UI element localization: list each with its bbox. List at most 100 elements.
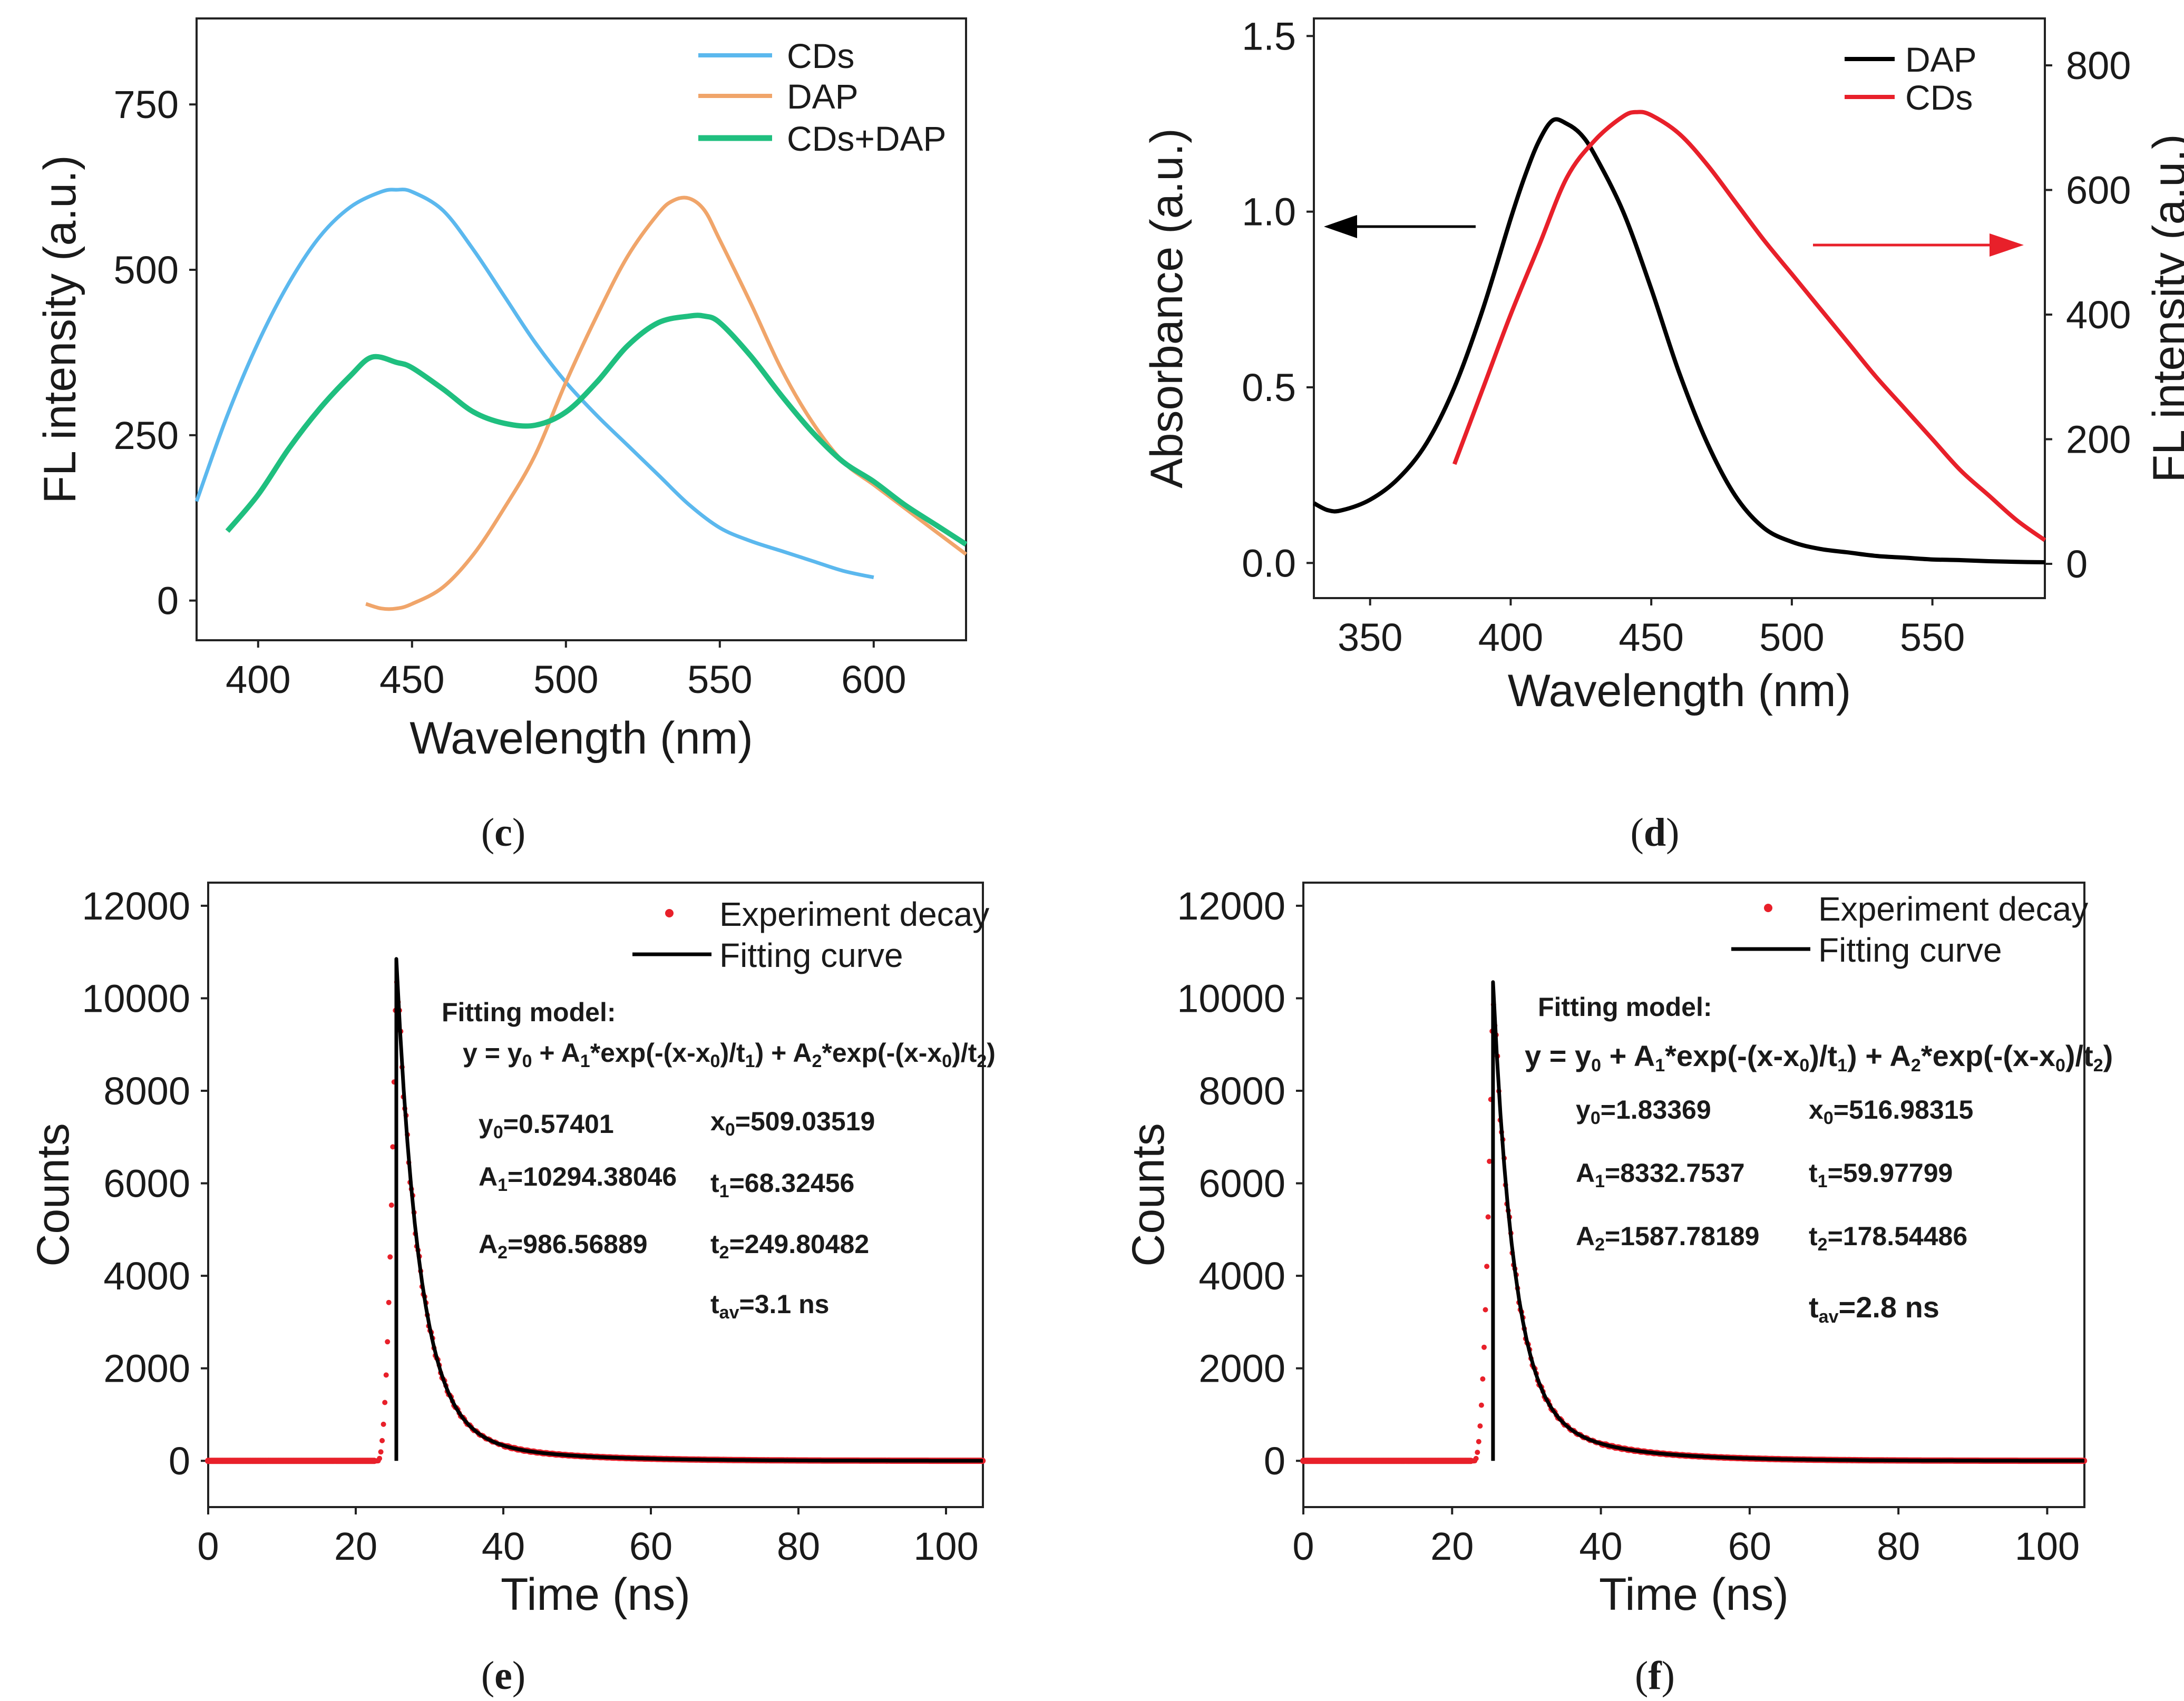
y-tick-label: 4000 — [1198, 1254, 1285, 1298]
fit-y0-value-e: 0.57401 — [519, 1109, 614, 1139]
decay-point — [383, 1372, 389, 1378]
x-tick-label: 550 — [1900, 615, 1965, 659]
x-tick-label: 500 — [1759, 615, 1824, 659]
x-tick-label: 80 — [1877, 1524, 1920, 1568]
y-tick-label: 8000 — [1198, 1069, 1285, 1113]
series-line-dap — [1313, 117, 2045, 564]
x-tick-label: 400 — [1478, 615, 1543, 659]
fit-t2-e: t2=249.80482 — [710, 1229, 869, 1263]
fitting-curve-line — [394, 957, 983, 1463]
y-tick-label: 1.0 — [1242, 190, 1296, 234]
x-tick-label: 550 — [687, 658, 752, 701]
x-tick-label: 20 — [334, 1524, 377, 1568]
fit-title-e: Fitting model: — [442, 998, 616, 1027]
caption-d: (d) — [1631, 810, 1680, 855]
legend-label: Fitting curve — [719, 936, 903, 974]
fit-t1-value-f: 59.97799 — [1843, 1158, 1953, 1188]
y-tick-label: 12000 — [82, 884, 190, 928]
decay-point — [1480, 1376, 1486, 1382]
fit-annotation-f: Fitting model: y = y0 + A1*exp(-(x-x0)/t… — [1525, 992, 2113, 1327]
series-line-dap — [365, 195, 968, 611]
left-arrow-icon — [1324, 215, 1357, 238]
plot-frame — [207, 882, 984, 1508]
decay-point — [1487, 1158, 1493, 1164]
decay-point — [1478, 1402, 1484, 1408]
legend-label: DAP — [1905, 40, 1977, 79]
fit-annotation-e: Fitting model: y = y0 + A1*exp(-(x-x0)/t… — [442, 998, 996, 1323]
fit-t2-value-f: 178.54486 — [1843, 1221, 1967, 1251]
decay-point — [381, 1421, 386, 1427]
fit-equation-e: y = y0 + A1*exp(-(x-x0)/t1) + A2*exp(-(x… — [463, 1038, 996, 1071]
legend-label: CDs — [787, 36, 854, 75]
x-tick-label: 60 — [1728, 1524, 1771, 1568]
y-tick-label: 0.5 — [1242, 366, 1296, 409]
decay-point — [390, 1144, 396, 1150]
y-axis-label: Counts — [28, 1123, 79, 1267]
plot-frame — [1302, 882, 2085, 1508]
right-arrow-icon — [1990, 233, 2024, 257]
fit-tav-value-f: 2.8 ns — [1856, 1291, 1939, 1324]
legend-label: Experiment decay — [719, 895, 989, 933]
y-tick-label: 2000 — [103, 1347, 190, 1391]
y-tick-label: 12000 — [1177, 884, 1285, 928]
decay-point — [1476, 1439, 1481, 1444]
decay-point — [385, 1339, 391, 1345]
decay-point — [378, 1449, 384, 1455]
fit-t1-f: t1=59.97799 — [1809, 1158, 1953, 1191]
legend-label: CDs+DAP — [787, 119, 947, 158]
y-tick-label: 2000 — [1198, 1347, 1285, 1391]
fit-t2-f: t2=178.54486 — [1809, 1221, 1967, 1255]
fit-tav-e: tav=3.1 ns — [710, 1289, 829, 1323]
y-tick-label: 4000 — [103, 1254, 190, 1298]
fit-y0-f: y0=1.83369 — [1576, 1095, 1711, 1128]
fit-A2-value-f: 1587.78189 — [1620, 1221, 1759, 1251]
decay-point — [1473, 1455, 1479, 1461]
x-tick-label: 600 — [841, 658, 906, 701]
x-tick-label: 450 — [379, 658, 444, 701]
panel-f: 0 20 40 60 80 100 0 2000 4000 6000 8000 10000 12000 T… — [1123, 882, 2088, 1620]
x-tick-label: 500 — [533, 658, 598, 701]
fit-y0-value-f: 1.83369 — [1616, 1095, 1711, 1125]
decay-point — [377, 1455, 383, 1461]
decay-point — [1481, 1344, 1487, 1350]
x-tick-label: 100 — [913, 1524, 978, 1568]
y-tick-label: 0 — [169, 1439, 190, 1483]
caption-c: (c) — [481, 810, 525, 855]
fit-x0-value-e: 509.03519 — [750, 1107, 875, 1136]
legend-label: Experiment decay — [1818, 890, 2088, 928]
fit-tav-value-e: 3.1 ns — [755, 1289, 830, 1319]
x-axis-label: Time (ns) — [501, 1569, 690, 1620]
legend-label: DAP — [787, 77, 859, 116]
y-axis-label: FL intensity (a.u.) — [35, 155, 85, 503]
panel-d: 350 400 450 500 550 0.0 0.5 1.0 1.5 Wavelength (n… — [1142, 14, 2184, 716]
x-tick-label: 60 — [629, 1524, 672, 1568]
fit-A1-f: A1=8332.7537 — [1576, 1158, 1745, 1191]
decay-point — [388, 1203, 394, 1208]
x-tick-label: 40 — [482, 1524, 525, 1568]
fitting-curve-line — [1491, 980, 2084, 1463]
legend-label: CDs — [1905, 78, 1973, 117]
decay-point — [1475, 1450, 1480, 1455]
y-tick-label: 10000 — [82, 976, 190, 1020]
x-tick-label: 400 — [226, 658, 290, 701]
fit-x0-value-f: 516.98315 — [1849, 1095, 1973, 1125]
fit-tav-f: tav=2.8 ns — [1809, 1291, 1939, 1327]
y-tick-label: 250 — [114, 414, 179, 457]
fit-y0-e: y0=0.57401 — [479, 1109, 614, 1142]
y2-tick-label: 200 — [2066, 418, 2131, 462]
y-tick-label: 0.0 — [1242, 541, 1296, 585]
legend-swatch-dot — [1764, 904, 1772, 912]
y2-tick-label: 400 — [2066, 293, 2131, 337]
fit-t1-value-e: 68.32456 — [745, 1168, 855, 1198]
x-tick-label: 40 — [1579, 1524, 1622, 1568]
y2-tick-label: 0 — [2066, 542, 2088, 586]
x-axis-label: Wavelength (nm) — [1508, 666, 1851, 716]
series-line-cds-dap — [225, 312, 968, 547]
fit-t1-e: t1=68.32456 — [710, 1168, 854, 1201]
y-tick-label: 6000 — [1198, 1162, 1285, 1206]
fit-x0-e: x0=509.03519 — [710, 1107, 875, 1140]
fit-title-f: Fitting model: — [1538, 992, 1712, 1022]
x-tick-label: 0 — [1292, 1524, 1314, 1568]
decay-point — [1477, 1423, 1483, 1429]
